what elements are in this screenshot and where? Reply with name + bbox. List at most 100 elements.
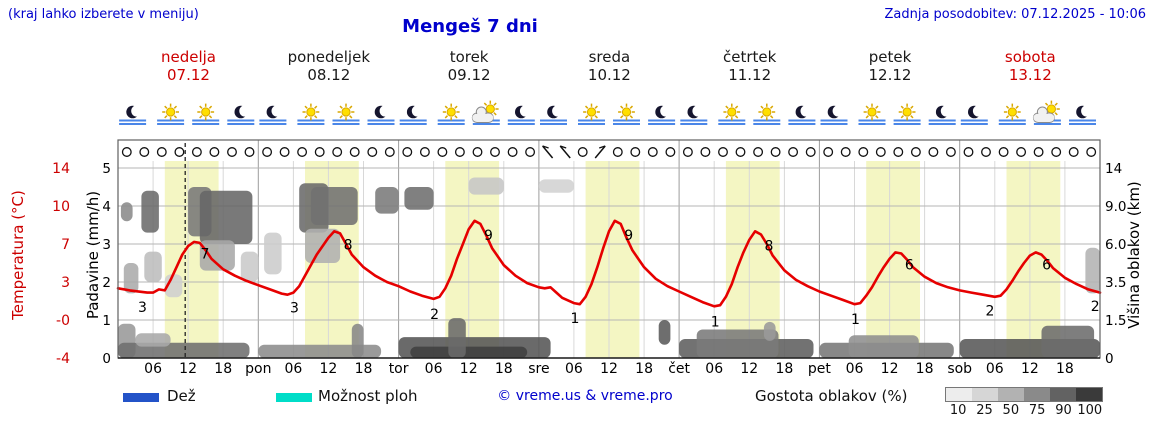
wind-barb-feather (542, 145, 549, 149)
cloud-area (410, 346, 528, 358)
density-step (1024, 388, 1050, 401)
density-step (1050, 388, 1076, 401)
weather-sun-icon (998, 103, 1026, 125)
day-header-name: petek (868, 48, 912, 66)
weather-moon-icon (540, 105, 567, 125)
temp-tick-label: -0 (56, 313, 70, 329)
cloud-area (468, 177, 504, 195)
cloud-tick-label: 9.0 (1105, 199, 1126, 215)
wind-calm-icon (349, 147, 360, 157)
x-tick-label: 12 (740, 361, 758, 377)
weather-sun-icon (437, 103, 465, 125)
temp-value-label: 7 (200, 246, 209, 262)
day-header-date: 11.12 (728, 66, 772, 84)
x-tick-label: 06 (986, 361, 1004, 377)
precip-tick-label: 4 (102, 199, 111, 215)
wind-calm-icon (875, 147, 886, 157)
wind-calm-icon (490, 147, 500, 157)
temp-value-label: 2 (430, 307, 439, 323)
rain-legend-label: Dež (167, 387, 196, 405)
x-tick-label: 12 (179, 361, 197, 377)
temp-value-label: 6 (1042, 258, 1051, 274)
weather-moon-icon (648, 105, 676, 125)
x-tick-label: pon (245, 361, 271, 377)
density-step (998, 388, 1024, 401)
wind-barb-feather (559, 145, 567, 149)
weather-moon-icon (788, 105, 816, 125)
wind-calm-icon (472, 147, 483, 157)
x-tick-label: 12 (600, 361, 618, 377)
wind-calm-icon (314, 147, 325, 157)
density-step (946, 388, 972, 401)
wind-calm-icon (753, 147, 764, 157)
cloud-area (404, 187, 434, 210)
x-tick-label: 06 (705, 361, 723, 377)
cloud-area (258, 344, 382, 358)
cloud-area (135, 333, 171, 347)
wind-barb-feather (598, 145, 606, 149)
weather-sun-icon (332, 103, 360, 125)
density-step-label: 90 (1055, 403, 1072, 418)
wind-calm-icon (454, 147, 465, 157)
wind-barb-icon (559, 145, 571, 159)
temp-tick-label: 10 (52, 199, 70, 215)
density-step-label: 50 (1002, 403, 1020, 418)
cloud-area (658, 320, 671, 345)
day-header-date: 09.12 (447, 66, 491, 84)
day-header-name: četrtek (723, 48, 777, 66)
weather-moon-icon (680, 105, 708, 125)
cloud-area (240, 251, 259, 282)
wind-calm-icon (612, 147, 623, 157)
showers-legend-label: Možnost ploh (318, 387, 418, 405)
wind-calm-icon (419, 147, 430, 157)
density-step (1076, 388, 1102, 401)
wind-calm-icon (209, 147, 220, 157)
weather-cloud-sun-icon (471, 100, 500, 125)
wind-calm-icon (823, 147, 834, 157)
precip-tick-label: 0 (102, 351, 111, 367)
weather-moon-icon (820, 105, 848, 125)
cloud-area (375, 187, 399, 214)
temp-tick-label: 3 (61, 275, 70, 291)
x-tick-label: 18 (214, 361, 232, 377)
x-tick-label: 12 (881, 361, 899, 377)
x-tick-label: 06 (565, 361, 583, 377)
weather-sun-icon (192, 103, 220, 125)
weather-sun-icon (858, 103, 886, 125)
wind-barb-icon (542, 145, 554, 159)
cloud-density-label: Gostota oblakov (%) (755, 387, 908, 405)
wind-calm-icon (682, 147, 693, 157)
cloud-area (123, 263, 139, 294)
cloud-area (141, 190, 159, 233)
wind-calm-icon (1033, 147, 1044, 157)
density-step (972, 388, 998, 401)
cloud-area (848, 335, 919, 358)
wind-calm-icon (998, 147, 1009, 157)
wind-calm-icon (1051, 147, 1062, 157)
temp-value-label: 8 (765, 239, 774, 255)
temp-value-label: 3 (290, 301, 299, 317)
weather-sun-icon (753, 103, 781, 125)
day-header-date: 12.12 (868, 66, 912, 84)
temperature-curve (116, 219, 1102, 308)
cloud-tick-label: 6.0 (1105, 237, 1126, 253)
wind-calm-icon (402, 147, 413, 157)
wind-calm-icon (156, 147, 167, 157)
temp-tick-label: -4 (56, 351, 70, 367)
cloud-area (144, 251, 162, 282)
weather-sun-icon (718, 103, 746, 125)
daylight-band (866, 161, 920, 358)
cloud-area (264, 232, 282, 275)
weather-cloud-sun-icon (1032, 100, 1061, 125)
cloud-area (310, 187, 358, 225)
wind-calm-icon (805, 147, 816, 157)
wind-calm-icon (910, 147, 921, 157)
cloud-tick-label: 14 (1105, 161, 1122, 177)
temp-tick-label: 14 (52, 161, 70, 177)
x-tick-label: sob (947, 361, 972, 377)
temp-value-label: 1 (570, 311, 579, 327)
x-tick-label: 06 (284, 361, 302, 377)
x-tick-label: tor (389, 361, 409, 377)
copyright-link[interactable]: © vreme.us & vreme.pro (497, 388, 673, 404)
